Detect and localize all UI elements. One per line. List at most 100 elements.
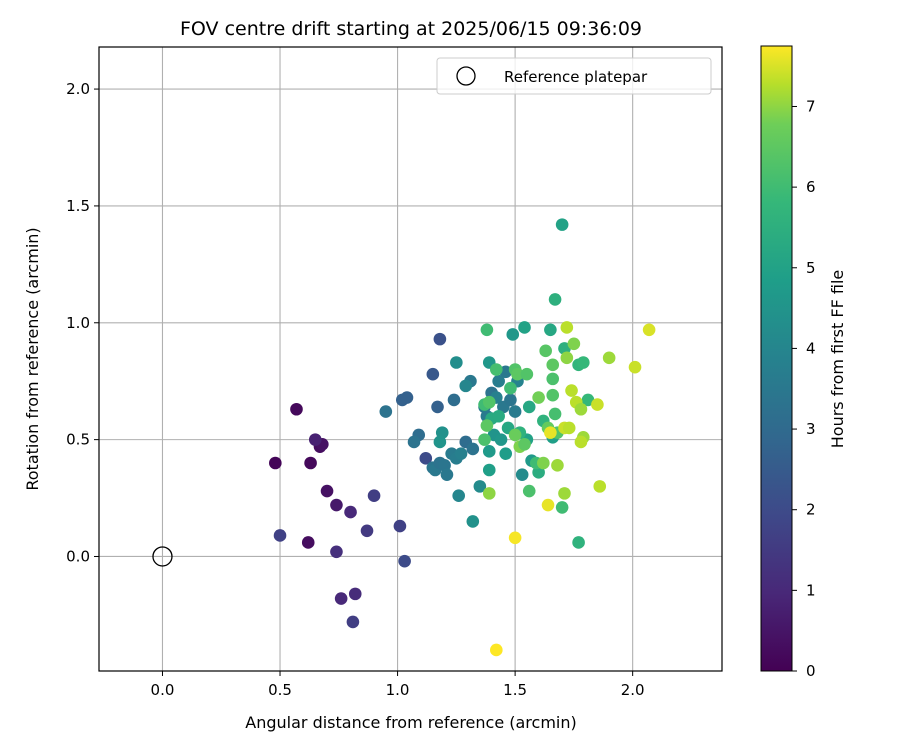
colorbar-tick-label: 0 xyxy=(806,662,816,680)
data-point xyxy=(447,393,461,407)
data-point xyxy=(591,398,604,411)
data-point xyxy=(602,351,616,365)
data-point xyxy=(273,529,287,542)
data-point xyxy=(330,498,343,512)
data-point xyxy=(560,351,574,365)
legend-marker-reference xyxy=(456,66,476,86)
colorbar-tick-label: 4 xyxy=(806,339,816,357)
data-point xyxy=(508,531,522,545)
data-point xyxy=(520,367,534,381)
data-point xyxy=(581,393,595,407)
colorbar-label: Hours from first FF file xyxy=(828,270,847,449)
data-point xyxy=(518,321,531,334)
data-point xyxy=(346,615,360,629)
reference-platepar-marker xyxy=(152,546,173,567)
y-tick-label: 0.5 xyxy=(66,431,90,449)
data-point xyxy=(544,426,557,439)
data-point xyxy=(576,356,590,369)
data-point xyxy=(548,293,562,306)
colorbar-tick-label: 6 xyxy=(806,178,816,196)
data-point xyxy=(304,456,317,470)
data-point xyxy=(334,592,348,605)
data-point xyxy=(574,435,588,449)
data-point xyxy=(522,400,536,414)
data-point xyxy=(499,447,513,460)
data-point xyxy=(548,407,562,421)
y-tick-label: 1.0 xyxy=(66,314,90,332)
x-axis-ticks: 0.0 0.5 1.0 1.5 2.0 xyxy=(151,671,645,699)
data-point xyxy=(407,435,421,449)
data-point xyxy=(492,374,505,388)
colorbar-tick-label: 5 xyxy=(806,259,816,277)
data-point xyxy=(452,489,465,503)
data-point xyxy=(482,395,496,409)
data-point xyxy=(480,419,494,432)
data-point xyxy=(426,367,440,381)
data-point xyxy=(518,438,531,451)
data-point xyxy=(431,400,444,414)
data-point xyxy=(459,379,473,393)
data-point xyxy=(269,456,282,470)
data-point xyxy=(546,358,560,372)
data-point xyxy=(511,367,524,381)
data-point xyxy=(560,321,574,334)
chart-title: FOV centre drift starting at 2025/06/15 … xyxy=(180,18,642,40)
data-point xyxy=(504,393,517,407)
data-point xyxy=(308,433,322,446)
data-point xyxy=(546,388,560,402)
data-point xyxy=(490,643,503,657)
data-point xyxy=(506,328,520,341)
data-point xyxy=(555,501,569,514)
data-point xyxy=(320,484,334,498)
data-point xyxy=(433,332,447,346)
data-point xyxy=(541,498,555,512)
x-tick-label: 2.0 xyxy=(621,681,645,699)
data-point xyxy=(562,421,576,435)
y-tick-label: 2.0 xyxy=(66,80,90,98)
data-point xyxy=(466,515,480,528)
data-point xyxy=(494,433,508,446)
data-point xyxy=(508,428,522,442)
data-point xyxy=(473,480,487,493)
data-point xyxy=(539,344,552,358)
data-point xyxy=(515,468,529,481)
colorbar-tick-label: 3 xyxy=(806,420,816,438)
legend-box xyxy=(436,57,712,95)
colorbar-ticks: 0 1 2 3 4 5 6 7 xyxy=(792,97,816,680)
data-point xyxy=(379,405,393,418)
data-point xyxy=(492,409,505,423)
colorbar xyxy=(760,45,793,672)
data-point xyxy=(567,337,581,351)
data-point xyxy=(450,356,463,369)
data-point xyxy=(400,391,414,404)
data-point xyxy=(558,487,571,500)
data-point xyxy=(290,402,303,416)
x-tick-label: 0.0 xyxy=(151,681,175,699)
data-point xyxy=(398,554,411,568)
grid-lines xyxy=(99,47,722,671)
data-point xyxy=(480,323,494,337)
data-point xyxy=(499,365,513,379)
data-point xyxy=(508,405,522,418)
data-point xyxy=(433,435,447,449)
x-tick-label: 0.5 xyxy=(268,681,292,699)
colorbar-tick-label: 7 xyxy=(806,97,816,115)
data-point xyxy=(546,372,560,386)
x-axis-label: Angular distance from reference (arcmin) xyxy=(245,713,576,732)
x-tick-label: 1.5 xyxy=(503,681,527,699)
data-point xyxy=(544,323,557,337)
data-point xyxy=(555,218,569,231)
data-point xyxy=(490,363,503,376)
data-point xyxy=(572,536,585,549)
data-point xyxy=(565,384,578,397)
plot-frame xyxy=(98,46,723,672)
data-point xyxy=(419,452,433,465)
data-point xyxy=(642,323,656,337)
data-point xyxy=(522,484,536,498)
data-point xyxy=(454,447,468,460)
data-point xyxy=(301,536,315,549)
data-point xyxy=(482,445,496,458)
data-point xyxy=(532,391,545,404)
data-point xyxy=(504,381,517,395)
